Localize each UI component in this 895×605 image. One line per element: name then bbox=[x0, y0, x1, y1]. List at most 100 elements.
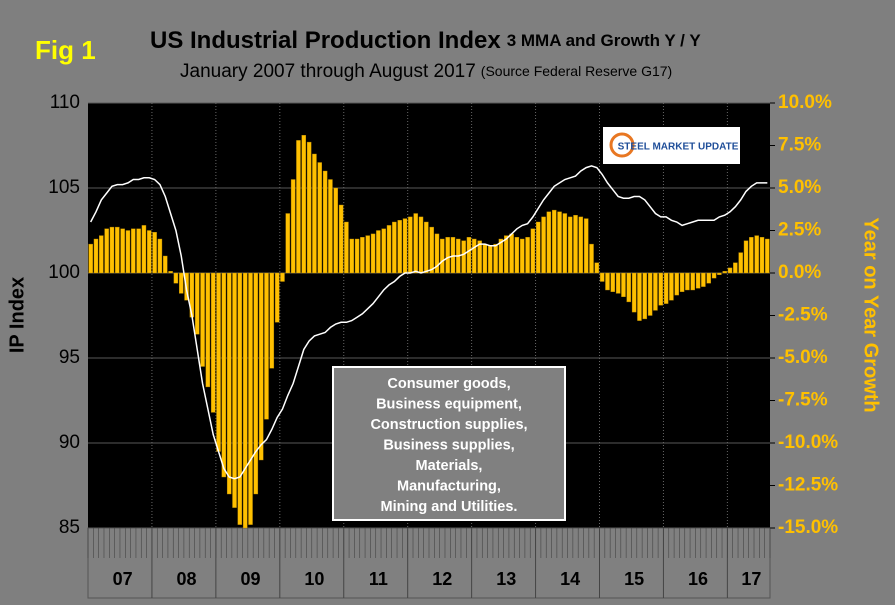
bar bbox=[104, 228, 109, 274]
x-tick-label: 09 bbox=[240, 569, 260, 589]
bar bbox=[232, 272, 237, 508]
bar bbox=[509, 233, 514, 274]
bar bbox=[322, 170, 328, 274]
bar bbox=[221, 272, 227, 478]
annotation: Consumer goods, Business equipment, Constr… bbox=[370, 376, 527, 515]
bar bbox=[701, 272, 706, 287]
bar bbox=[163, 255, 168, 274]
bar bbox=[365, 235, 370, 274]
bar bbox=[759, 237, 765, 274]
subtitle-main: January 2007 through August 2017 bbox=[180, 61, 476, 82]
bar bbox=[99, 235, 104, 274]
bar bbox=[408, 216, 413, 274]
bar bbox=[386, 225, 392, 274]
bar bbox=[733, 262, 738, 274]
bar bbox=[109, 226, 115, 274]
x-tick-label: 15 bbox=[624, 569, 644, 589]
x-tick-label: 10 bbox=[304, 569, 324, 589]
fig-label: Fig 1 bbox=[35, 35, 96, 65]
bar bbox=[205, 272, 211, 388]
bar bbox=[280, 272, 285, 282]
bar bbox=[157, 238, 163, 274]
annotation-line: Business equipment, bbox=[376, 396, 522, 412]
bar bbox=[306, 141, 312, 274]
y-tick-label: 100 bbox=[48, 262, 80, 283]
line bbox=[89, 165, 768, 480]
bar bbox=[179, 272, 184, 294]
bar bbox=[296, 140, 301, 274]
y2-tick-label: 0.0% bbox=[778, 262, 821, 283]
y2-tick-label: 7.5% bbox=[778, 135, 821, 156]
bar bbox=[450, 237, 456, 274]
bar bbox=[589, 243, 594, 274]
bar bbox=[557, 211, 562, 274]
bar bbox=[541, 216, 546, 274]
bar bbox=[530, 228, 536, 274]
bar bbox=[317, 162, 322, 274]
bar bbox=[360, 237, 365, 274]
chart-title: US Industrial Production Index 3 MMA and … bbox=[150, 27, 701, 54]
annotation-box bbox=[332, 366, 566, 521]
bar bbox=[472, 238, 477, 274]
bar bbox=[349, 238, 354, 274]
y-tick-label: 95 bbox=[59, 347, 80, 368]
bar bbox=[690, 272, 695, 291]
bar bbox=[679, 272, 685, 292]
bar bbox=[567, 216, 573, 274]
bar bbox=[610, 272, 616, 292]
x-tick-label: 13 bbox=[496, 569, 516, 589]
bar bbox=[514, 237, 520, 274]
y2-tick-label: -2.5% bbox=[778, 305, 828, 326]
annotation-line: Manufacturing, bbox=[397, 478, 501, 494]
bar bbox=[418, 216, 424, 274]
bar bbox=[120, 228, 125, 274]
bar bbox=[173, 272, 179, 284]
bar bbox=[583, 218, 589, 274]
bar bbox=[285, 213, 291, 274]
x-tick-label: 14 bbox=[560, 569, 580, 589]
bar bbox=[663, 272, 669, 304]
y2-tick-label: -15.0% bbox=[778, 517, 838, 538]
bar bbox=[477, 240, 482, 274]
bar bbox=[605, 272, 610, 291]
bar bbox=[621, 272, 626, 297]
bar bbox=[647, 272, 653, 316]
bar bbox=[615, 272, 621, 294]
bar bbox=[658, 272, 663, 306]
logo-text: STEEL MARKET UPDATE bbox=[618, 142, 739, 153]
annotation-line: Business supplies, bbox=[383, 437, 514, 453]
bar bbox=[269, 272, 275, 369]
bar bbox=[727, 267, 733, 274]
bar bbox=[200, 272, 205, 367]
bar bbox=[147, 230, 152, 274]
bar bbox=[237, 272, 243, 525]
bar bbox=[141, 225, 147, 274]
bar bbox=[226, 272, 232, 495]
bar bbox=[328, 179, 333, 274]
y2-tick-label: 5.0% bbox=[778, 177, 821, 198]
bar bbox=[626, 272, 632, 303]
bar bbox=[520, 238, 525, 274]
bar bbox=[711, 272, 717, 279]
bar bbox=[546, 211, 552, 274]
bar bbox=[131, 228, 136, 274]
bar bbox=[338, 204, 344, 274]
bar bbox=[429, 226, 434, 274]
y2-tick-label: -12.5% bbox=[778, 475, 838, 496]
annotation-line: Mining and Utilities. bbox=[381, 499, 518, 515]
bar bbox=[333, 187, 338, 274]
y-axis-title: IP Index bbox=[6, 277, 28, 353]
bar bbox=[599, 272, 605, 282]
bar bbox=[749, 237, 754, 274]
bar bbox=[344, 221, 349, 274]
plot-layer: 85 90 95 100 105 110 -15.0% -12.5% -10.0% -7.5% -5… bbox=[48, 92, 838, 598]
bar bbox=[392, 221, 397, 274]
bar bbox=[312, 153, 317, 274]
bar bbox=[498, 238, 504, 274]
x-tick-label: 17 bbox=[741, 569, 761, 589]
bar bbox=[248, 272, 253, 525]
x-tick-label: 11 bbox=[369, 569, 388, 589]
y-tick-label: 105 bbox=[48, 177, 80, 198]
subtitle: January 2007 through August 2017 (Source … bbox=[180, 61, 672, 82]
annotation-line: Materials, bbox=[416, 458, 483, 474]
